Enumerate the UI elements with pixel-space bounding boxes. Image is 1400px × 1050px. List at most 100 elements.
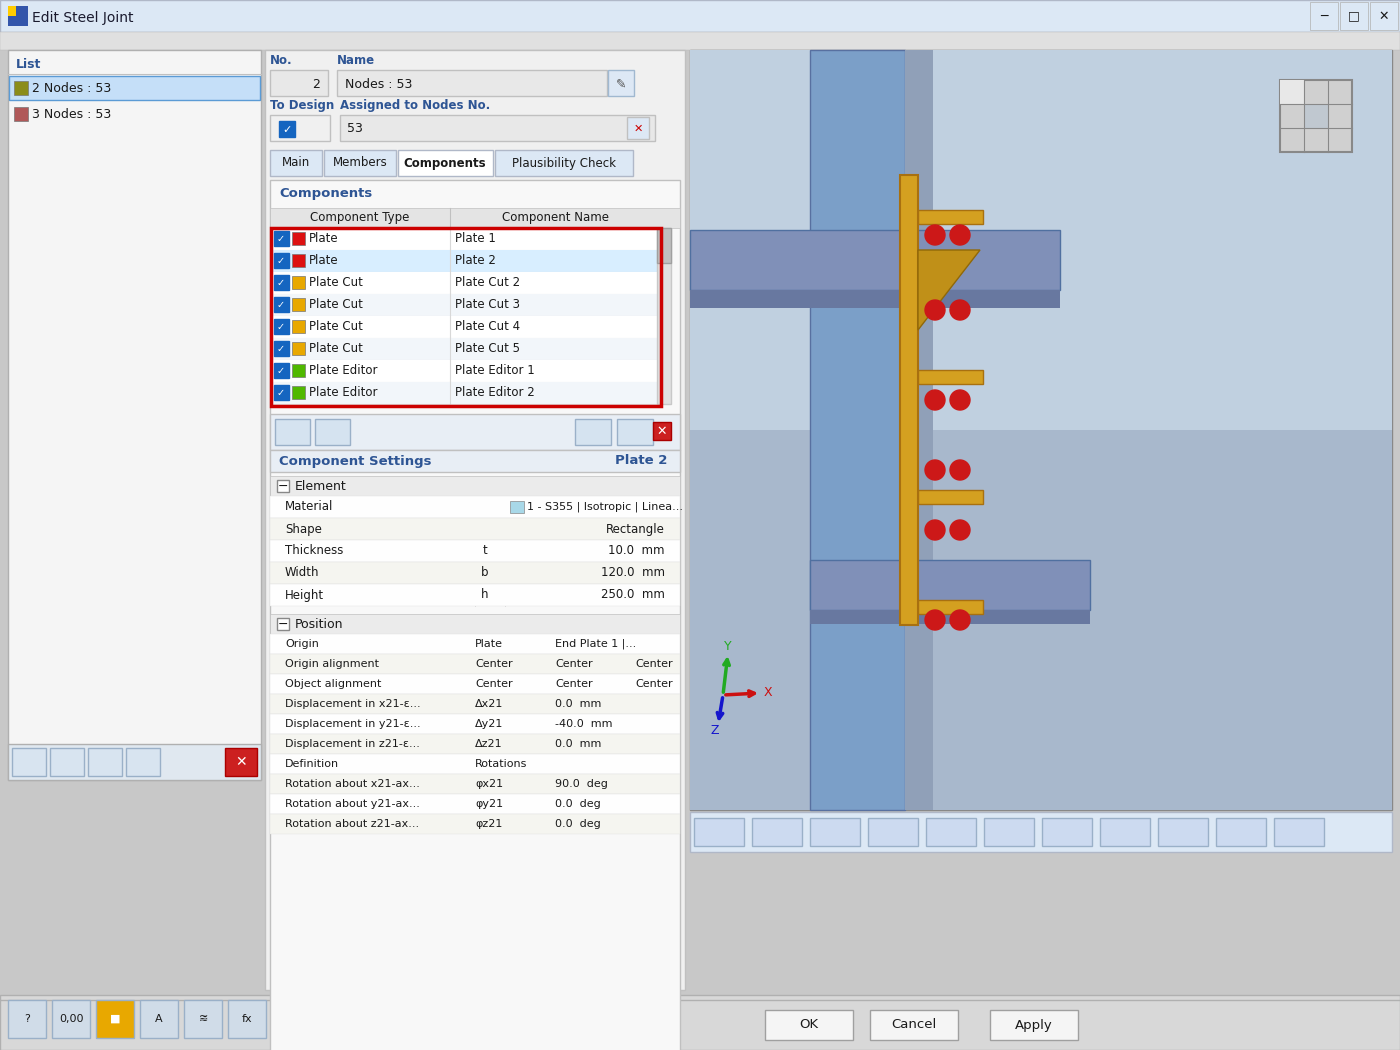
Text: Cancel: Cancel: [892, 1018, 937, 1031]
Bar: [1100, 818, 1149, 846]
Text: Assigned to Nodes No.: Assigned to Nodes No.: [340, 100, 490, 112]
Text: Plate 2: Plate 2: [455, 254, 496, 268]
Bar: [1371, 2, 1399, 30]
Circle shape: [951, 610, 970, 630]
Text: ?: ?: [24, 1014, 29, 1024]
Text: Plate Editor: Plate Editor: [309, 364, 378, 378]
Text: Name: Name: [337, 54, 375, 66]
Bar: [315, 419, 350, 445]
Text: Plate Cut: Plate Cut: [309, 342, 363, 356]
Text: Center: Center: [554, 679, 592, 689]
Bar: [8, 6, 15, 16]
Text: 53: 53: [347, 123, 363, 135]
Text: A: A: [155, 1014, 162, 1024]
Bar: [293, 320, 305, 333]
Bar: [13, 748, 46, 776]
Bar: [510, 501, 524, 513]
Bar: [274, 385, 288, 400]
Bar: [270, 654, 680, 674]
Text: ✕: ✕: [1379, 9, 1389, 22]
Circle shape: [951, 520, 970, 540]
Bar: [270, 814, 680, 834]
Bar: [270, 208, 680, 228]
Bar: [617, 419, 652, 445]
Bar: [1303, 104, 1329, 128]
Text: −: −: [277, 617, 288, 630]
Bar: [1280, 80, 1303, 104]
Text: Members: Members: [333, 156, 388, 169]
Bar: [0, 995, 1400, 1050]
Text: Component Name: Component Name: [501, 211, 609, 225]
Bar: [1340, 2, 1368, 30]
Text: Origin alignment: Origin alignment: [286, 659, 379, 669]
Bar: [1280, 80, 1352, 152]
Bar: [274, 297, 288, 312]
Bar: [265, 50, 685, 990]
Text: −: −: [277, 480, 288, 492]
Bar: [270, 674, 680, 694]
Text: Plausibility Check: Plausibility Check: [512, 156, 616, 169]
Text: ✎: ✎: [616, 78, 626, 90]
Bar: [274, 253, 288, 268]
Bar: [293, 232, 305, 245]
Text: X: X: [763, 687, 773, 699]
Bar: [274, 231, 288, 246]
Text: Plate: Plate: [475, 639, 503, 649]
Bar: [918, 210, 983, 224]
Bar: [274, 363, 288, 378]
Bar: [270, 116, 330, 141]
Bar: [690, 430, 1392, 810]
Bar: [904, 50, 932, 810]
Text: ✕: ✕: [633, 124, 643, 134]
Bar: [984, 818, 1035, 846]
Bar: [270, 614, 680, 634]
Text: ✓: ✓: [277, 322, 286, 332]
Bar: [14, 107, 28, 121]
Polygon shape: [918, 250, 980, 330]
Bar: [8, 744, 260, 780]
Text: Nodes : 53: Nodes : 53: [344, 78, 413, 90]
Text: φx21: φx21: [475, 779, 503, 789]
Text: Rotation about y21-ax...: Rotation about y21-ax...: [286, 799, 420, 808]
Bar: [293, 386, 305, 399]
Circle shape: [925, 610, 945, 630]
Text: ✓: ✓: [283, 125, 291, 135]
Text: Displacement in x21-ε...: Displacement in x21-ε...: [286, 699, 420, 709]
Text: Center: Center: [475, 679, 512, 689]
Text: Y: Y: [724, 640, 732, 653]
Bar: [918, 490, 983, 504]
Text: Height: Height: [286, 588, 325, 602]
Text: fx: fx: [242, 1014, 252, 1024]
Bar: [270, 584, 680, 606]
Text: ✓: ✓: [277, 278, 286, 288]
Text: ✓: ✓: [277, 256, 286, 266]
Bar: [270, 734, 680, 754]
Circle shape: [925, 390, 945, 410]
Bar: [140, 1000, 178, 1038]
Bar: [8, 76, 260, 100]
Bar: [1217, 818, 1266, 846]
Bar: [0, 32, 1400, 50]
Text: Edit Steel Joint: Edit Steel Joint: [32, 10, 133, 25]
Bar: [657, 228, 671, 262]
Bar: [0, 0, 1400, 32]
Text: Plate Cut 4: Plate Cut 4: [455, 320, 521, 334]
Text: ✕: ✕: [235, 755, 246, 769]
Text: Component Settings: Component Settings: [279, 455, 431, 467]
Text: Plate Cut: Plate Cut: [309, 320, 363, 334]
Bar: [272, 382, 659, 404]
Text: To Design: To Design: [270, 100, 335, 112]
Bar: [183, 1000, 223, 1038]
Text: No.: No.: [270, 54, 293, 66]
Bar: [293, 298, 305, 311]
Bar: [323, 150, 396, 176]
Text: 0.0  mm: 0.0 mm: [554, 699, 602, 709]
Bar: [868, 818, 918, 846]
Bar: [225, 748, 258, 776]
Text: Object alignment: Object alignment: [286, 679, 381, 689]
Bar: [272, 250, 659, 272]
Text: Rotation about x21-ax...: Rotation about x21-ax...: [286, 779, 420, 789]
Bar: [270, 180, 680, 450]
Bar: [900, 175, 918, 625]
Bar: [652, 422, 671, 440]
